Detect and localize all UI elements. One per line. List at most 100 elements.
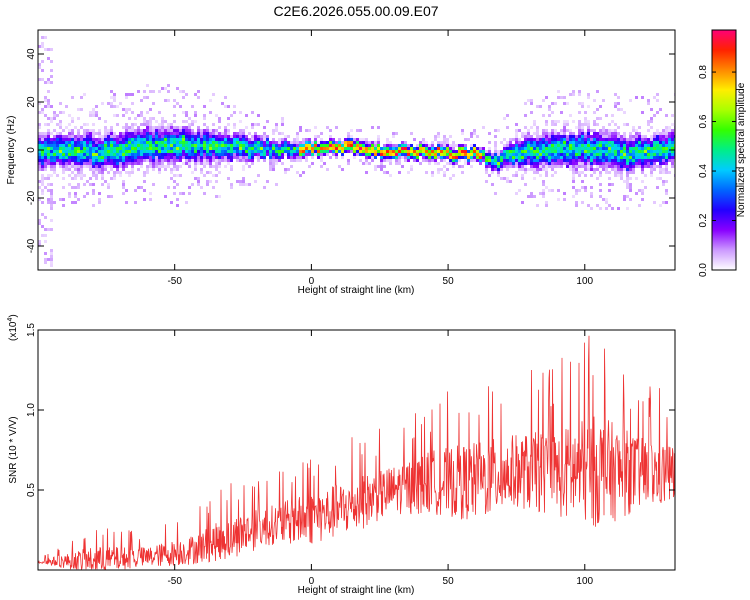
spectrogram-cell xyxy=(203,144,206,147)
spectrogram-cell xyxy=(239,138,242,141)
spectrogram-cell xyxy=(50,168,53,171)
spectrogram-cell xyxy=(638,189,641,192)
spectrogram-cell xyxy=(668,153,671,156)
spectrogram-cell xyxy=(287,135,290,138)
spectrogram-cell xyxy=(164,159,167,162)
spectrogram-cell xyxy=(515,141,518,144)
spectrogram-cell xyxy=(509,150,512,153)
spectrogram-cell xyxy=(578,90,581,93)
spectrogram-cell xyxy=(47,150,50,153)
spectrogram-cell xyxy=(563,198,566,201)
spectrogram-cell xyxy=(551,150,554,153)
spectrogram-cell xyxy=(290,144,293,147)
spectrogram-cell xyxy=(179,129,182,132)
spectrogram-cell xyxy=(386,150,389,153)
spectrogram-cell xyxy=(602,135,605,138)
spectrogram-cell xyxy=(176,168,179,171)
spectrogram-cell xyxy=(230,168,233,171)
spectrogram-cell xyxy=(188,135,191,138)
spectrogram-cell xyxy=(143,135,146,138)
spectrogram-cell xyxy=(59,102,62,105)
spectrogram-cell xyxy=(653,147,656,150)
spectrogram-cell xyxy=(605,129,608,132)
spectrogram-cell xyxy=(104,153,107,156)
spectrogram-cell xyxy=(578,174,581,177)
spectrogram-cell xyxy=(665,159,668,162)
spectrogram-cell xyxy=(620,135,623,138)
spectrogram-cell xyxy=(386,138,389,141)
spectrogram-cell xyxy=(665,132,668,135)
spectrogram-cell xyxy=(80,147,83,150)
spectrogram-cell xyxy=(596,144,599,147)
spectrogram-cell xyxy=(173,186,176,189)
spectrogram-cell xyxy=(266,135,269,138)
spectrogram-ylabel: Frequency (Hz) xyxy=(6,116,17,185)
spectrogram-cell xyxy=(611,156,614,159)
spectrogram-cell xyxy=(83,150,86,153)
spectrogram-cell xyxy=(203,153,206,156)
spectrogram-cell xyxy=(323,162,326,165)
spectrogram-cell xyxy=(173,120,176,123)
spectrogram-cell xyxy=(524,165,527,168)
spectrogram-cell xyxy=(173,114,176,117)
spectrogram-cell xyxy=(608,177,611,180)
spectrogram-cell xyxy=(143,147,146,150)
spectrogram-cell xyxy=(557,189,560,192)
spectrogram-cell xyxy=(494,147,497,150)
spectrogram-cell xyxy=(542,114,545,117)
spectrogram-cell xyxy=(383,147,386,150)
spectrogram-cell xyxy=(242,177,245,180)
spectrogram-cell xyxy=(68,141,71,144)
spectrogram-cell xyxy=(74,162,77,165)
spectrogram-cell xyxy=(68,162,71,165)
spectrogram-cell xyxy=(269,150,272,153)
spectrogram-cell xyxy=(77,156,80,159)
spectrogram-cell xyxy=(416,144,419,147)
spectrogram-cell xyxy=(86,147,89,150)
spectrogram-cell xyxy=(503,144,506,147)
spectrogram-cell xyxy=(335,156,338,159)
spectrogram-cell xyxy=(188,162,191,165)
spectrogram-cell xyxy=(668,171,671,174)
spectrogram-cell xyxy=(296,153,299,156)
spectrogram-cell xyxy=(470,159,473,162)
spectrogram-cell xyxy=(617,126,620,129)
spectrogram-cell xyxy=(653,159,656,162)
spectrogram-cell xyxy=(620,153,623,156)
spectrogram-cell xyxy=(389,162,392,165)
spectrogram-cell xyxy=(338,141,341,144)
spectrogram-cell xyxy=(389,153,392,156)
spectrogram-cell xyxy=(605,144,608,147)
spectrogram-cell xyxy=(632,144,635,147)
spectrogram-cell xyxy=(146,144,149,147)
spectrogram-cell xyxy=(653,150,656,153)
spectrogram-cell xyxy=(269,144,272,147)
spectrogram-cell xyxy=(374,144,377,147)
spectrogram-cell xyxy=(71,144,74,147)
spectrogram-cell xyxy=(575,141,578,144)
spectrogram-cell xyxy=(257,138,260,141)
spectrogram-cell xyxy=(299,144,302,147)
spectrogram-cell xyxy=(506,147,509,150)
spectrogram-cell xyxy=(545,138,548,141)
spectrogram-cell xyxy=(56,150,59,153)
spectrogram-cell xyxy=(395,162,398,165)
spectrogram-cell xyxy=(212,132,215,135)
spectrogram-cell xyxy=(389,159,392,162)
spectrogram-cell xyxy=(563,150,566,153)
spectrogram-cell xyxy=(533,123,536,126)
spectrogram-cell xyxy=(203,165,206,168)
spectrogram-cell xyxy=(89,159,92,162)
spectrogram-cell xyxy=(170,150,173,153)
spectrogram-cell xyxy=(560,144,563,147)
spectrogram-cell xyxy=(347,144,350,147)
spectrogram-cell xyxy=(506,114,509,117)
spectrogram-cell xyxy=(530,156,533,159)
spectrogram-cell xyxy=(167,147,170,150)
snr-ytick-label: 0.5 xyxy=(26,483,37,497)
spectrogram-cell xyxy=(314,138,317,141)
spectrogram-cell xyxy=(491,156,494,159)
spectrogram-cell xyxy=(608,189,611,192)
spectrogram-cell xyxy=(350,144,353,147)
spectrogram-cell xyxy=(617,174,620,177)
